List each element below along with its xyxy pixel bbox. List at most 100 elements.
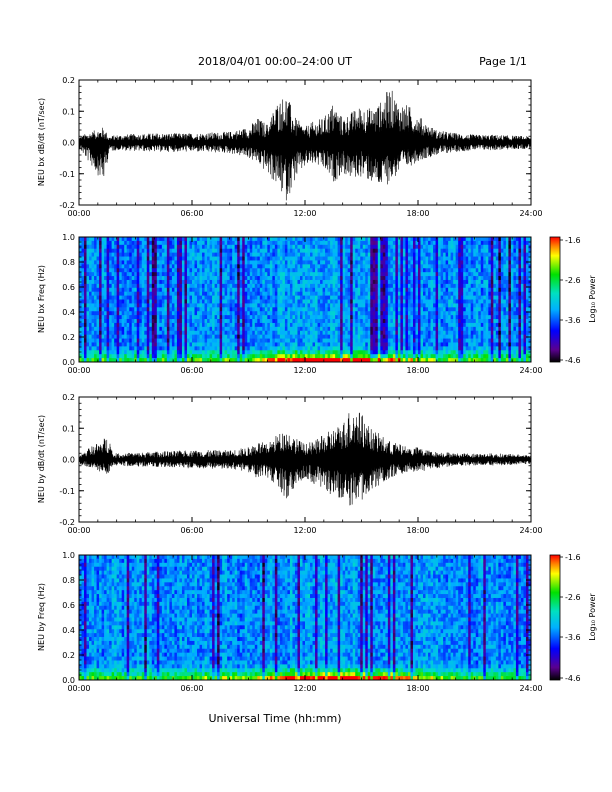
bx-spectrogram-cell (189, 276, 193, 281)
bx-spectrogram-cell (214, 338, 218, 343)
bx-spectrogram-cell (297, 252, 301, 257)
bx-spectrogram-cell (307, 307, 311, 312)
bx-spectrogram-cell (116, 303, 120, 308)
bx-spectrogram-cell (443, 240, 447, 246)
bx-spectrogram-cell (134, 244, 138, 250)
bx-spectrogram-cell (415, 268, 419, 273)
bx-spectrogram-cell (402, 338, 406, 343)
bx-spectrogram-cell (375, 315, 379, 320)
bx-spectrogram-cell (161, 315, 165, 320)
bx-spectrogram-cell (166, 256, 170, 261)
bx-spectrogram-cell (81, 276, 85, 281)
bx-spectrogram-cell (174, 268, 178, 273)
bx-spectrogram-cell (224, 260, 228, 265)
bx-spectrogram-cell (362, 354, 366, 359)
bx-spectrogram-cell (219, 346, 223, 351)
bx-spectrogram-cell (131, 322, 135, 328)
bx-spectrogram-cell (385, 342, 389, 347)
bx-spectrogram-cell (269, 307, 273, 312)
bx-spectrogram-cell (385, 354, 389, 359)
bx-spectrogram-cell (219, 268, 223, 273)
bx-spectrogram-cell (367, 252, 371, 257)
bx-spectrogram-cell (433, 342, 436, 347)
bx-spectrogram-cell (184, 307, 188, 312)
bx-spectrogram-cell (151, 244, 155, 250)
bx-spectrogram-cell (340, 315, 344, 320)
bx-spectrogram-cell (418, 272, 421, 277)
bx-spectrogram-cell (302, 240, 306, 246)
bx-spectrogram-cell (435, 338, 439, 343)
bx-spectrogram-cell (184, 338, 188, 343)
bx-spectrogram-cell (357, 252, 361, 257)
bx-spectrogram-cell (214, 354, 218, 359)
bx-spectrogram-cell (106, 295, 110, 300)
bx-spectrogram-cell (247, 346, 251, 351)
bx-spectrogram-cell (392, 264, 396, 269)
bx-spectrogram-cell (101, 330, 105, 336)
bx-spectrogram-cell (274, 350, 278, 355)
bx-spectrogram-cell (360, 240, 364, 246)
bx-spectrogram-cell (176, 264, 180, 269)
bx-spectrogram-cell (395, 272, 399, 277)
bx-spectrogram-cell (294, 268, 298, 273)
bx-spectrogram-cell (252, 276, 256, 281)
bx-spectrogram-cell (320, 342, 323, 347)
bx-spectrogram-cell (244, 272, 248, 277)
bx-spectrogram-cell (407, 342, 411, 347)
bx-spectrogram-cell (126, 354, 130, 359)
bx-spectrogram-cell (370, 264, 374, 269)
bx-spectrogram-cell (320, 240, 323, 246)
bx-spectrogram-cell (134, 342, 138, 347)
bx-spectrogram-cell (194, 334, 198, 339)
bx-spectrogram-cell (320, 319, 323, 324)
bx-spectrogram-cell (84, 260, 87, 265)
bx-spectrogram-cell (284, 283, 288, 289)
bx-spectrogram-cell (244, 322, 248, 328)
bx-spectrogram-cell (430, 252, 434, 257)
bx-spectrogram-cell (101, 279, 105, 285)
bx-spectrogram-cell (232, 358, 236, 363)
bx-spectrogram-cell (131, 291, 135, 296)
bx-spectrogram-cell (310, 272, 313, 277)
bx-spectrogram-cell (239, 322, 243, 328)
bx-spectrogram-cell (106, 268, 110, 273)
bx-spectrogram-cell (433, 268, 436, 273)
bx-spectrogram-cell (126, 240, 130, 246)
bx-spectrogram-cell (242, 244, 246, 250)
bx-spectrogram-cell (259, 260, 263, 265)
bx-spectrogram-cell (159, 283, 163, 289)
bx-spectrogram-cell (199, 268, 203, 273)
bx-spectrogram-cell (277, 248, 281, 254)
bx-spectrogram-cell (420, 311, 424, 316)
bx-spectrogram-cell (109, 350, 113, 355)
bx-spectrogram-cell (262, 319, 266, 324)
bx-spectrogram-cell (423, 248, 426, 254)
bx-spectrogram-cell (242, 268, 246, 273)
bx-spectrogram-cell (194, 244, 198, 250)
bx-spectrogram-cell (347, 350, 351, 355)
bx-spectrogram-cell (192, 299, 195, 304)
bx-spectrogram-cell (412, 358, 416, 363)
bx-spectrogram-cell (146, 334, 150, 339)
bx-spectrogram-cell (440, 303, 444, 308)
bx-spectrogram-cell (192, 358, 195, 363)
bx-spectrogram-cell (242, 330, 246, 336)
bx-spectrogram-cell (279, 244, 283, 250)
bx-spectrogram-cell (214, 322, 218, 328)
bx-spectrogram-cell (121, 268, 125, 273)
bx-spectrogram-cell (159, 252, 163, 257)
bx-spectrogram-cell (232, 299, 236, 304)
bx-spectrogram-cell (425, 299, 429, 304)
bx-spectrogram-cell (204, 354, 208, 359)
bx-spectrogram-cell (96, 260, 100, 265)
bx-spectrogram-cell (207, 287, 210, 293)
bx-spectrogram-cell (405, 248, 409, 254)
bx-spectrogram-cell (405, 319, 409, 324)
bx-spectrogram-cell (294, 264, 298, 269)
bx-spectrogram-cell (289, 287, 293, 293)
bx-spectrogram-cell (425, 307, 429, 312)
bx-spectrogram-cell (264, 334, 268, 339)
bx-spectrogram-cell (89, 244, 92, 250)
bx-spectrogram-cell (199, 334, 203, 339)
bx-spectrogram-cell (254, 358, 258, 363)
